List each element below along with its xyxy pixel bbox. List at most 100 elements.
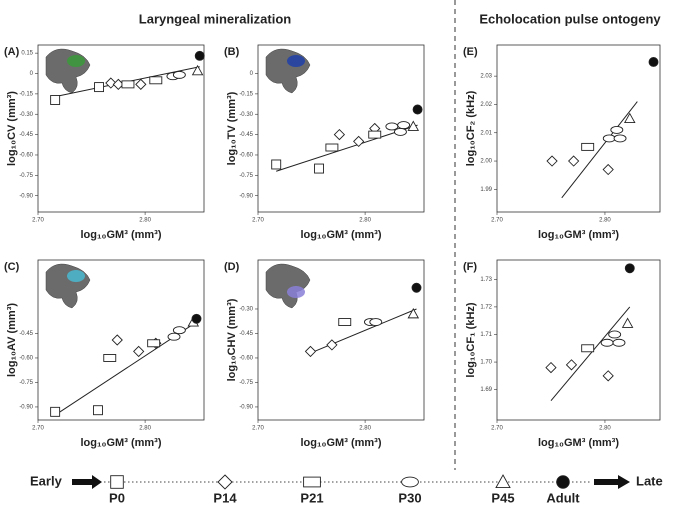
fit-line <box>276 124 418 172</box>
marker-rect <box>303 476 321 488</box>
fit-line <box>561 101 638 199</box>
legend-label: P0 <box>109 490 125 505</box>
legend-end: Late <box>636 473 663 488</box>
panel-label: (F) <box>463 261 477 273</box>
y-tick-label: -0.90 <box>19 405 33 411</box>
marker-diamond <box>546 155 558 167</box>
x-axis-label: log₁₀GM³ (mm³) <box>538 437 619 449</box>
marker-square <box>50 95 61 105</box>
x-tick-label: 2.80 <box>599 218 611 224</box>
y-tick-label: 1.73 <box>480 277 492 283</box>
x-axis-label: log₁₀GM³ (mm³) <box>301 229 382 241</box>
y-tick-label: -0.60 <box>19 356 33 362</box>
marker-diamond <box>602 163 614 176</box>
y-tick-label: -0.45 <box>19 132 33 138</box>
y-tick-label: 0 <box>250 71 254 77</box>
y-tick-label: 0.15 <box>21 51 33 57</box>
marker-diamond <box>545 361 557 374</box>
marker-square <box>271 159 282 170</box>
x-tick-label: 2.80 <box>599 426 611 432</box>
marker-triangle <box>624 112 636 124</box>
y-axis-label: log₁₀AV (mm³) <box>6 303 18 377</box>
panel-label: (A) <box>4 46 20 58</box>
marker-diamond <box>565 359 578 371</box>
x-tick-label: 2.70 <box>491 218 503 224</box>
y-tick-label: -0.30 <box>19 112 33 118</box>
marker-ellipse <box>600 338 614 347</box>
y-axis-label: log₁₀CF₁ (kHz) <box>465 302 477 377</box>
y-tick-label: -0.90 <box>19 193 33 199</box>
marker-rect <box>325 143 339 152</box>
anatomy-highlight <box>67 270 85 282</box>
y-tick-label: -0.30 <box>239 112 253 118</box>
x-axis-label: log₁₀GM³ (mm³) <box>81 437 162 449</box>
marker-diamond <box>105 77 117 89</box>
anatomy-highlight <box>67 55 85 67</box>
plot-frame <box>496 44 661 213</box>
marker-diamond <box>304 345 317 358</box>
marker-square <box>50 406 61 417</box>
anatomy-highlight <box>287 286 305 298</box>
section-title: Laryngeal mineralization <box>139 11 291 26</box>
plot-frame <box>496 259 661 421</box>
marker-ellipse <box>602 134 616 143</box>
plot-frame <box>257 44 425 213</box>
marker-circle <box>556 475 570 489</box>
y-tick-label: -0.75 <box>19 380 33 386</box>
marker-ellipse <box>397 121 411 130</box>
marker-rect <box>338 318 352 326</box>
y-tick-label: 0 <box>30 71 34 77</box>
marker-square <box>314 163 324 174</box>
marker-rect <box>581 142 595 151</box>
y-axis-label: log₁₀CHV (mm³) <box>226 298 238 381</box>
marker-diamond <box>568 155 580 167</box>
marker-diamond <box>353 135 365 148</box>
marker-ellipse <box>172 326 186 335</box>
anatomy-highlight <box>287 55 305 67</box>
y-tick-label: -0.75 <box>239 173 253 179</box>
panel-label: (B) <box>224 46 240 58</box>
arrow-start <box>72 475 102 489</box>
y-tick-label: -0.75 <box>239 380 253 386</box>
arrow-end <box>594 475 630 489</box>
y-tick-label: -0.45 <box>239 331 253 337</box>
marker-rect <box>581 344 595 353</box>
legend-label: P14 <box>213 490 237 505</box>
legend-start: Early <box>30 473 63 488</box>
marker-ellipse <box>608 330 622 339</box>
legend-label: Adult <box>546 490 580 505</box>
x-tick-label: 2.80 <box>359 426 371 432</box>
y-tick-label: -0.45 <box>239 132 253 138</box>
y-tick-label: 2.03 <box>480 74 492 80</box>
marker-ellipse <box>172 70 186 79</box>
marker-rect <box>121 80 135 89</box>
y-tick-label: -0.30 <box>239 307 253 313</box>
marker-circle <box>648 57 659 67</box>
y-tick-label: -0.90 <box>239 193 253 199</box>
legend-label: P30 <box>398 490 421 505</box>
marker-circle <box>624 263 635 274</box>
panel-label: (C) <box>4 261 20 273</box>
marker-circle <box>412 104 423 115</box>
y-tick-label: 2.02 <box>480 102 492 108</box>
x-tick-label: 2.70 <box>32 218 44 224</box>
marker-square <box>93 405 103 416</box>
x-tick-label: 2.70 <box>491 426 503 432</box>
y-tick-label: -0.45 <box>19 331 33 337</box>
marker-diamond <box>217 474 233 490</box>
y-tick-label: 1.72 <box>480 304 492 310</box>
marker-rect <box>149 76 163 85</box>
y-axis-label: log₁₀CF₂ (kHz) <box>465 90 477 166</box>
section-title: Echolocation pulse ontogeny <box>479 11 661 26</box>
marker-diamond <box>133 345 145 358</box>
x-tick-label: 2.70 <box>252 218 264 224</box>
marker-rect <box>368 130 382 139</box>
plot-frame <box>257 259 425 421</box>
marker-ellipse <box>612 338 626 347</box>
y-tick-label: 1.70 <box>480 360 492 366</box>
marker-square <box>110 475 124 489</box>
marker-triangle <box>621 317 634 328</box>
y-tick-label: -0.90 <box>239 405 253 411</box>
marker-rect <box>103 354 117 362</box>
